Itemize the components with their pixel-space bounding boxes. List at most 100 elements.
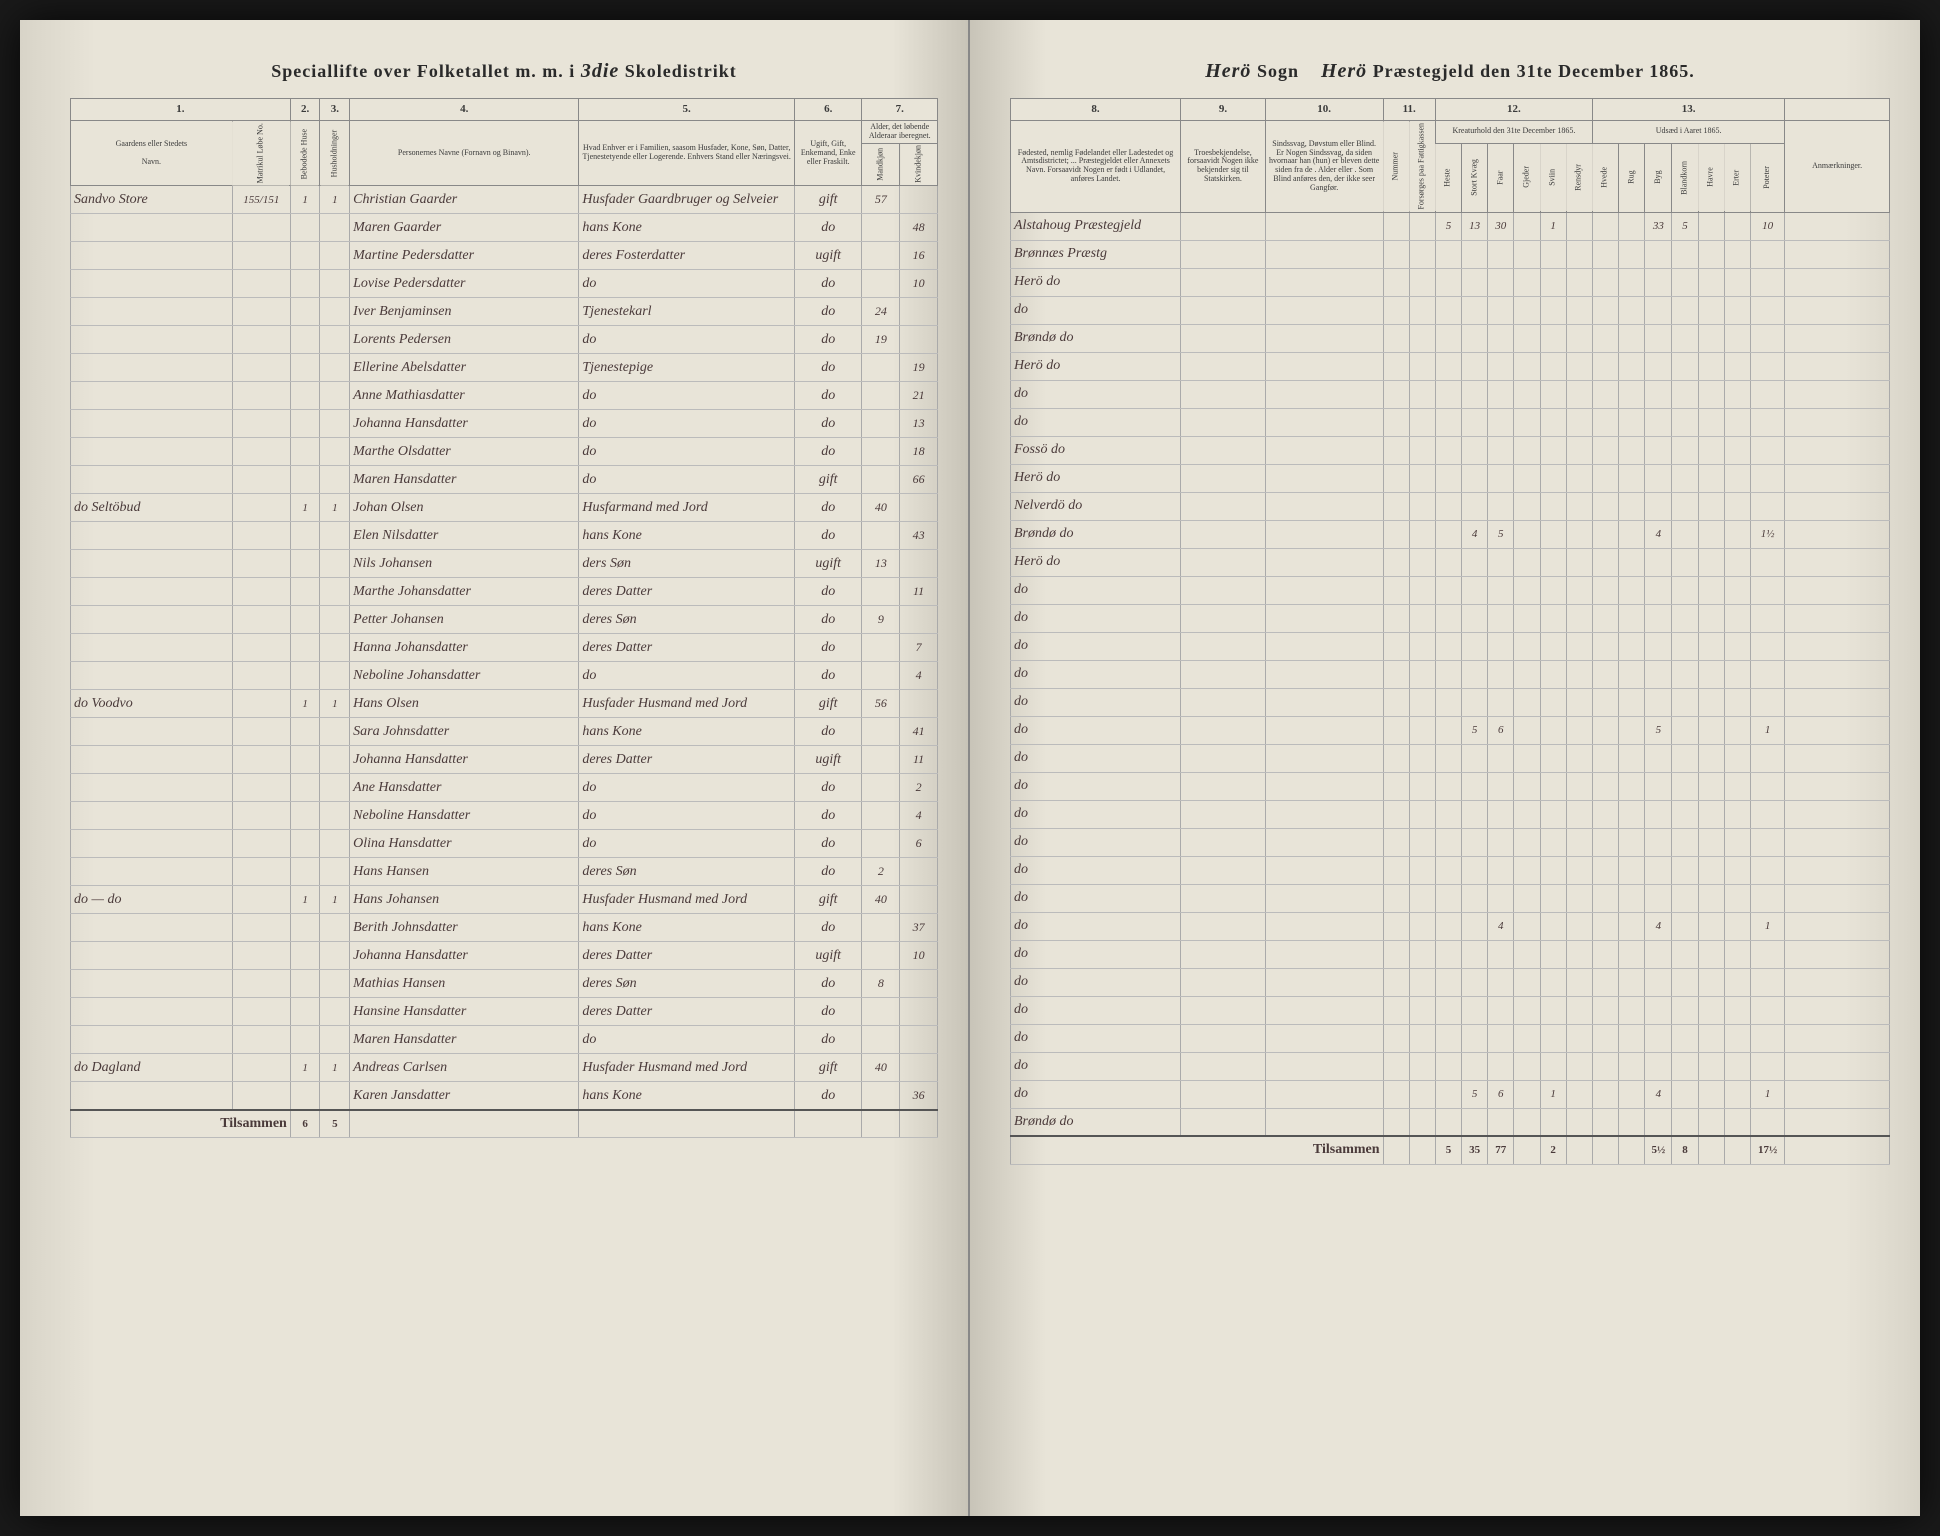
cell-age-m: 56 xyxy=(862,690,900,718)
sogn-label: Sogn xyxy=(1257,61,1299,81)
cell-mat xyxy=(232,606,290,634)
cell-c12 xyxy=(1488,380,1514,408)
cell-mat xyxy=(232,634,290,662)
cell-c12 xyxy=(1435,884,1461,912)
cell-11b xyxy=(1409,912,1435,940)
cell-mat xyxy=(232,746,290,774)
cell-c13 xyxy=(1645,604,1672,632)
cell-c13 xyxy=(1645,660,1672,688)
cell-c13 xyxy=(1619,352,1645,380)
cell-place xyxy=(71,466,233,494)
cell-name: Christian Gaarder xyxy=(350,186,579,214)
cell-c13 xyxy=(1750,772,1784,800)
cell-place xyxy=(71,802,233,830)
cell-c12 xyxy=(1488,968,1514,996)
cell-age-m: 40 xyxy=(862,494,900,522)
cell-c13 xyxy=(1672,268,1698,296)
cell-c12 xyxy=(1540,800,1566,828)
table-row: Lovise Pedersdatterdodo10 xyxy=(71,270,938,298)
cell-c13 xyxy=(1698,436,1724,464)
cell-c13 xyxy=(1724,940,1750,968)
cell-c13 xyxy=(1619,744,1645,772)
cell-name: Hanna Johansdatter xyxy=(350,634,579,662)
cell-mat xyxy=(232,1082,290,1110)
cell-place xyxy=(71,914,233,942)
cell-faith xyxy=(1181,660,1266,688)
cell-place xyxy=(71,326,233,354)
cell-faith xyxy=(1181,632,1266,660)
cell-c13 xyxy=(1672,1052,1698,1080)
cell-c12 xyxy=(1462,604,1488,632)
cell-anm xyxy=(1785,884,1890,912)
cell-c13 xyxy=(1592,268,1618,296)
cell-c12 xyxy=(1514,632,1540,660)
cell-c13 xyxy=(1672,688,1698,716)
cell-c13 xyxy=(1750,268,1784,296)
cell-c13 xyxy=(1619,212,1645,240)
cell-c13 xyxy=(1619,996,1645,1024)
cell-c12 xyxy=(1435,1052,1461,1080)
cell-c13 xyxy=(1724,632,1750,660)
cell-f xyxy=(320,466,350,494)
cell-role: hans Kone xyxy=(579,522,795,550)
cell-c12 xyxy=(1488,632,1514,660)
cell-f: 1 xyxy=(320,886,350,914)
cell-h xyxy=(290,942,320,970)
cell-c13 xyxy=(1698,576,1724,604)
cell-f xyxy=(320,214,350,242)
cell-c13 xyxy=(1698,940,1724,968)
cell-name: Hans Olsen xyxy=(350,690,579,718)
cell-faith xyxy=(1181,688,1266,716)
cell-faith xyxy=(1181,520,1266,548)
table-row: Alstahoug Præstegjeld51330133510 xyxy=(1011,212,1890,240)
table-row: Maren Gaarderhans Konedo48 xyxy=(71,214,938,242)
cell-c13 xyxy=(1724,576,1750,604)
table-row: Johanna Hansdatterderes Datterugift11 xyxy=(71,746,938,774)
cell-c13 xyxy=(1619,520,1645,548)
cell-name: Nils Johansen xyxy=(350,550,579,578)
cell-c12 xyxy=(1540,604,1566,632)
cell-mat xyxy=(232,998,290,1026)
cell-status: gift xyxy=(795,466,862,494)
cell-c12 xyxy=(1566,884,1592,912)
col-4: 4. xyxy=(350,99,579,121)
cell-c12 xyxy=(1462,296,1488,324)
sogn-name: Herö xyxy=(1205,60,1251,82)
cell-place xyxy=(71,298,233,326)
cell-c13 xyxy=(1592,660,1618,688)
cell-c12 xyxy=(1566,996,1592,1024)
cell-faith xyxy=(1181,492,1266,520)
cell-c12 xyxy=(1540,772,1566,800)
cell-place xyxy=(71,858,233,886)
cell-age-m xyxy=(862,774,900,802)
cell-cond xyxy=(1265,1108,1383,1136)
cell-c12 xyxy=(1540,436,1566,464)
cell-name: Sara Johnsdatter xyxy=(350,718,579,746)
cell-role: Husfader Husmand med Jord xyxy=(579,886,795,914)
cell-c12 xyxy=(1462,632,1488,660)
cell-cond xyxy=(1265,716,1383,744)
cell-c12 xyxy=(1540,828,1566,856)
cell-cond xyxy=(1265,464,1383,492)
cell-name: Anne Mathiasdatter xyxy=(350,382,579,410)
cell-c13 xyxy=(1672,520,1698,548)
cell-11b xyxy=(1409,296,1435,324)
cell-c12 xyxy=(1514,968,1540,996)
h-11a: Nummer xyxy=(1383,121,1409,213)
cell-c13: 10 xyxy=(1750,212,1784,240)
cell-cond xyxy=(1265,884,1383,912)
cell-c13 xyxy=(1592,1024,1618,1052)
cell-h: 1 xyxy=(290,1054,320,1082)
cell-c13 xyxy=(1750,380,1784,408)
cell-c12 xyxy=(1462,856,1488,884)
cell-status: do xyxy=(795,1082,862,1110)
cell-age-k xyxy=(900,1054,938,1082)
left-footer: Tilsammen 6 5 xyxy=(71,1110,938,1138)
table-row: Herö do xyxy=(1011,464,1890,492)
cell-f xyxy=(320,1082,350,1110)
cell-c13 xyxy=(1750,744,1784,772)
cell-c13 xyxy=(1750,828,1784,856)
table-row: Johanna Hansdatterderes Datterugift10 xyxy=(71,942,938,970)
table-row: do xyxy=(1011,968,1890,996)
cell-c12 xyxy=(1514,1024,1540,1052)
